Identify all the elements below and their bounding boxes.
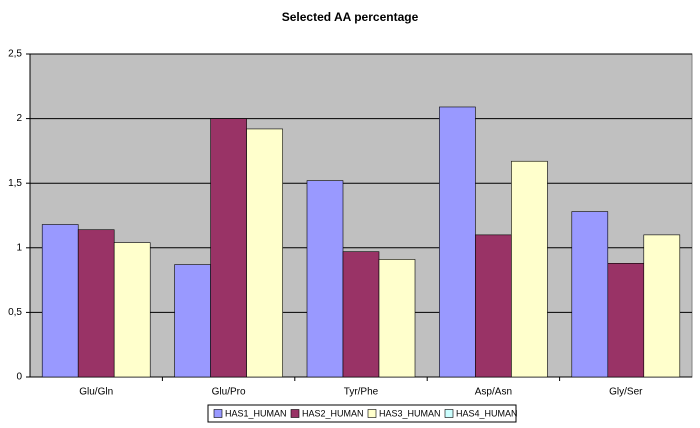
legend-box	[207, 404, 517, 423]
bar	[511, 160, 548, 378]
bar	[41, 224, 79, 378]
legend-label: HAS3_HUMAN	[379, 408, 441, 418]
x-tick-label: Gly/Ser	[609, 387, 643, 398]
bar	[77, 229, 115, 378]
bar	[571, 211, 609, 378]
legend-swatch	[290, 409, 300, 418]
y-tick-label: 1	[16, 242, 22, 253]
y-tick-label: 0	[16, 372, 22, 383]
legend-swatch	[213, 409, 223, 418]
bar	[643, 234, 681, 378]
y-tick-label: 2	[16, 113, 22, 124]
x-tick-label: Tyr/Phe	[344, 387, 379, 398]
legend-swatch	[444, 409, 454, 418]
y-tick-label: 0,5	[8, 307, 22, 318]
x-tick-label: Glu/Pro	[212, 387, 246, 398]
bar	[342, 251, 380, 378]
x-tick-label: Glu/Gln	[79, 387, 113, 398]
bar	[306, 180, 344, 378]
bar	[607, 263, 645, 378]
bar	[378, 259, 416, 378]
bar	[113, 242, 151, 378]
legend-label: HAS2_HUMAN	[302, 408, 364, 418]
bar	[210, 118, 247, 378]
y-tick-label: 2,5	[8, 49, 22, 60]
bar	[475, 234, 512, 378]
chart-title: Selected AA percentage	[282, 10, 419, 24]
y-tick-label: 1,5	[8, 178, 22, 189]
legend-swatch	[367, 409, 377, 418]
bar	[174, 264, 211, 378]
bar	[246, 128, 283, 378]
x-tick-label: Asp/Asn	[475, 387, 512, 398]
bar	[439, 106, 476, 378]
legend-label: HAS4_HUMAN	[456, 408, 518, 418]
legend-label: HAS1_HUMAN	[225, 408, 287, 418]
